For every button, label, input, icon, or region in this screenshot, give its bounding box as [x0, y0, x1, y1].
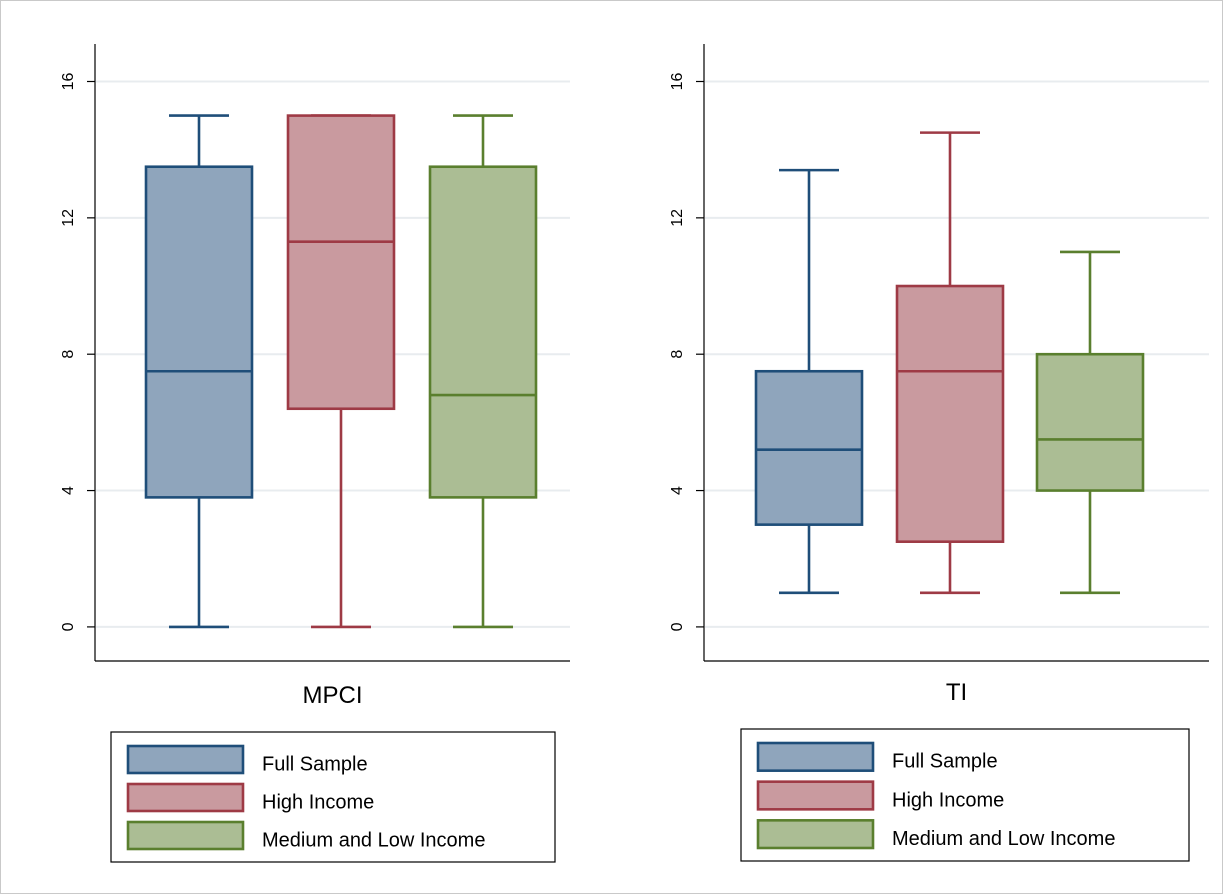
legend-swatch-medium-and-low-income [756, 819, 875, 850]
iqr-box [754, 369, 864, 526]
iqr-box [1035, 352, 1145, 492]
chart-panel-mpci: 0 4 8 12 16 MPCI Full Sample High Income Medium … [60, 44, 570, 863]
legend-label-medium-and-low-income: Medium and Low Income [262, 829, 485, 851]
legend-label-full-sample: Full Sample [892, 751, 998, 773]
box-mpci-medium-and-low-income [428, 114, 538, 629]
legend-mpci: Full Sample High Income Medium and Low Inc… [110, 731, 556, 863]
chart-panel-ti: 0 4 8 12 16 TI Full Sample High Income Medium an… [669, 44, 1209, 862]
y-tick-label: 8 [669, 350, 686, 359]
y-tick-label: 0 [669, 622, 686, 631]
iqr-box [144, 165, 254, 499]
legend-swatch-high-income [756, 780, 875, 811]
panel-label-mpci: MPCI [303, 682, 363, 709]
y-tick-label: 16 [60, 72, 77, 90]
iqr-box [895, 284, 1005, 543]
iqr-box [428, 165, 538, 499]
legend-swatch-full-sample [756, 741, 875, 772]
legend-swatch-high-income [126, 782, 245, 813]
box-ti-full-sample [754, 168, 864, 595]
legend-label-full-sample: Full Sample [262, 753, 368, 775]
box-ti-medium-and-low-income [1035, 250, 1145, 595]
panel-label-ti: TI [946, 679, 967, 706]
legend-swatch-medium-and-low-income [126, 820, 245, 851]
y-tick-label: 12 [60, 209, 77, 227]
box-mpci-high-income [286, 114, 396, 629]
legend-label-high-income: High Income [262, 791, 374, 813]
box-ti-high-income [895, 131, 1005, 595]
iqr-box [286, 114, 396, 411]
legend-label-medium-and-low-income: Medium and Low Income [892, 828, 1115, 850]
legend-label-high-income: High Income [892, 789, 1004, 811]
y-tick-label: 8 [60, 350, 77, 359]
y-tick-label: 16 [669, 72, 686, 90]
y-tick-label: 12 [669, 209, 686, 227]
y-tick-label: 0 [60, 622, 77, 631]
y-tick-label: 4 [669, 486, 686, 495]
legend-swatch-full-sample [126, 744, 245, 775]
legend-ti: Full Sample High Income Medium and Low Inc… [740, 728, 1190, 862]
y-tick-label: 4 [60, 486, 77, 495]
box-mpci-full-sample [144, 114, 254, 629]
